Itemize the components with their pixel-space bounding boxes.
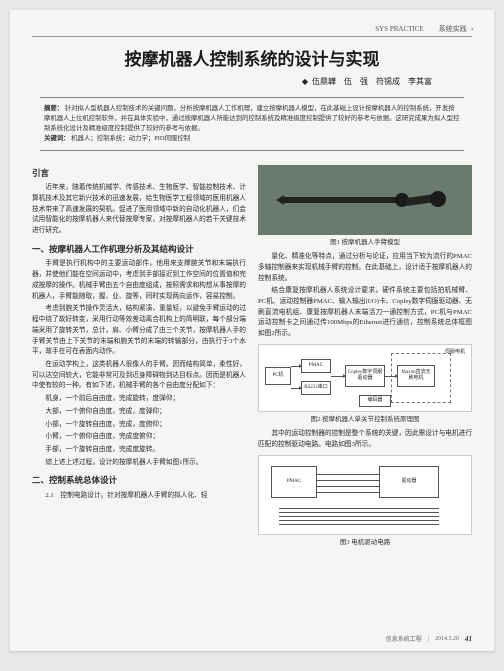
fig2-pmac-box: PMAC [301, 359, 331, 373]
right-column: 图1 按摩机器人手臂模型 量化、精准化等特点，通过分析与论证，应用当下较为流行的… [258, 161, 472, 552]
footer-date: 2014.3.20 [435, 636, 459, 642]
figure-3: PMAC 驱动器 图3 电机驱动电路 [258, 455, 472, 548]
bus-line [317, 474, 379, 475]
arrow-icon [291, 388, 301, 389]
dof4: 小臂，一个俯仰自由度，完成度俯仰； [32, 432, 246, 443]
sec2-heading: 二、控制系统总体设计 [32, 474, 246, 488]
page: SYS PRACTICE 系统实践 ›››› 按摩机器人控制系统的设计与实现 ◆… [10, 10, 494, 651]
bus-line [317, 492, 379, 493]
header-bar: SYS PRACTICE 系统实践 ›››› [32, 24, 472, 37]
figure-1: 图1 按摩机器人手臂模型 [258, 165, 472, 248]
paper-title: 按摩机器人控制系统的设计与实现 [32, 45, 472, 70]
intro-p1: 近年来，随着传统机械学、传感技术、生物医学、智能控制技术、计算机技术及其它新兴技… [32, 183, 246, 237]
fig3-caption: 图3 电机驱动电路 [258, 538, 472, 548]
section-cn: 系统实践 [439, 24, 467, 34]
diamond-icon: ◆ [302, 77, 308, 86]
fig2-dashed-group [391, 353, 451, 403]
right-p1: 量化、精准化等特点，通过分析与论证，应用当下较为流行的PMAC多轴控制器来实现机… [258, 252, 472, 284]
fig2-rs232-box: RS232串口 [301, 381, 331, 395]
fig3-diagram: PMAC 驱动器 [258, 455, 472, 535]
bus-line [279, 516, 439, 517]
abstract-box: 摘要： 针对拟人型机器人控制技术的关键问题，分析按摩机器人工作机理，建立按摩机器… [40, 97, 464, 151]
footer-page: 41 [465, 635, 472, 643]
bus-line [317, 486, 379, 487]
footer: 信息系统工程 | 2014.3.20 41 [386, 634, 472, 643]
section-en: SYS PRACTICE [375, 25, 423, 33]
dof5: 手部，一个旋转自由度，完成度旋转。 [32, 445, 246, 456]
fig2-encoder-box: 编码器 [359, 395, 391, 407]
left-column: 引言 近年来，随着传统机械学、传感技术、生物医学、智能控制技术、计算机技术及其它… [32, 161, 246, 552]
sec1-p2: 考虑到腕关节操作灵活大，结构紧凑，重量轻，以避免手臂运动的过程中绕了故好转变，采… [32, 304, 246, 358]
bus-line [279, 508, 439, 509]
columns: 引言 近年来，随着传统机械学、传感技术、生物医学、智能控制技术、计算机技术及其它… [32, 161, 472, 552]
fig3-driver-box: 驱动器 [379, 466, 439, 498]
right-p3: 其中的运动控制器的控制是整个系统的关键，因此需设计与电机进行匹配的控制驱动电路。… [258, 429, 472, 450]
sec2-p0: 2.1 控制电路设计。针对按摩机器人手臂的拟人化、轻 [32, 491, 246, 502]
bus-line [279, 512, 439, 513]
author-names: 伍鼎韡 伍 强 符锡成 李其富 [312, 77, 432, 86]
keywords-label: 关键词： [44, 135, 70, 142]
keywords-text: 机器人；控制系统；动力学；PID伺服控制 [71, 135, 190, 142]
bus-line [317, 480, 379, 481]
sec1-p4: 综上述上述过程，设计的按摩机器人手臂如图1所示。 [32, 458, 246, 469]
right-p2: 结合康复按摩机器人系统设计要求，硬件系统主要包括拍机械臂、PC机、运动控制器PM… [258, 286, 472, 340]
dof3: 小部，一个旋转自由度，完成，度俯仰； [32, 420, 246, 431]
fig2-caption: 图2 按摩机器人单关节控制系统原理图 [258, 415, 472, 425]
figure-2: PC机 PMAC RS232串口 Copley数字伺服驱动器 Maxon直流无刷… [258, 344, 472, 425]
fig2-copley-box: Copley数字伺服驱动器 [345, 365, 385, 387]
arrow-icon [331, 376, 345, 377]
abstract-text: 针对拟人型机器人控制技术的关键问题，分析按摩机器人工作机理，建立按摩机器人模型，… [44, 105, 459, 132]
sec1-heading: 一、按摩机器人工作机理分析及其结构设计 [32, 243, 246, 257]
fig2-dashed-label: 伺服电机 [445, 349, 465, 357]
fig3-pmac-box: PMAC [271, 466, 317, 498]
abstract-label: 摘要： [44, 105, 63, 112]
fig1-caption: 图1 按摩机器人手臂模型 [258, 238, 472, 248]
authors: ◆ 伍鼎韡 伍 强 符锡成 李其富 [32, 76, 472, 87]
bus-line [279, 524, 439, 525]
arrow-icon [385, 376, 397, 377]
sec1-p1: 手臂是执行机构中的主要运动部件，他用来支撑腕关节和末端执行器，并使他们能在空间运… [32, 259, 246, 302]
fig1-image [258, 165, 472, 235]
chevron-icon: ›››› [471, 25, 472, 33]
bus-line [279, 520, 439, 521]
dof1: 机身，一个前后自由度，完成旋转，度弹仰； [32, 394, 246, 405]
fig2-diagram: PC机 PMAC RS232串口 Copley数字伺服驱动器 Maxon直流无刷… [258, 344, 472, 412]
fig2-pc-box: PC机 [265, 367, 291, 385]
sec1-p3: 在运动学构上，这类机器人很像人的手臂。因而结构简单，柔性好，可以达空间较大，它能… [32, 360, 246, 392]
dof2: 大部，一个俯仰自由度，完成，度弹仰； [32, 407, 246, 418]
intro-heading: 引言 [32, 167, 246, 181]
footer-journal: 信息系统工程 [386, 634, 422, 643]
robot-arm-icon [280, 187, 450, 213]
arrow-icon [291, 366, 301, 367]
